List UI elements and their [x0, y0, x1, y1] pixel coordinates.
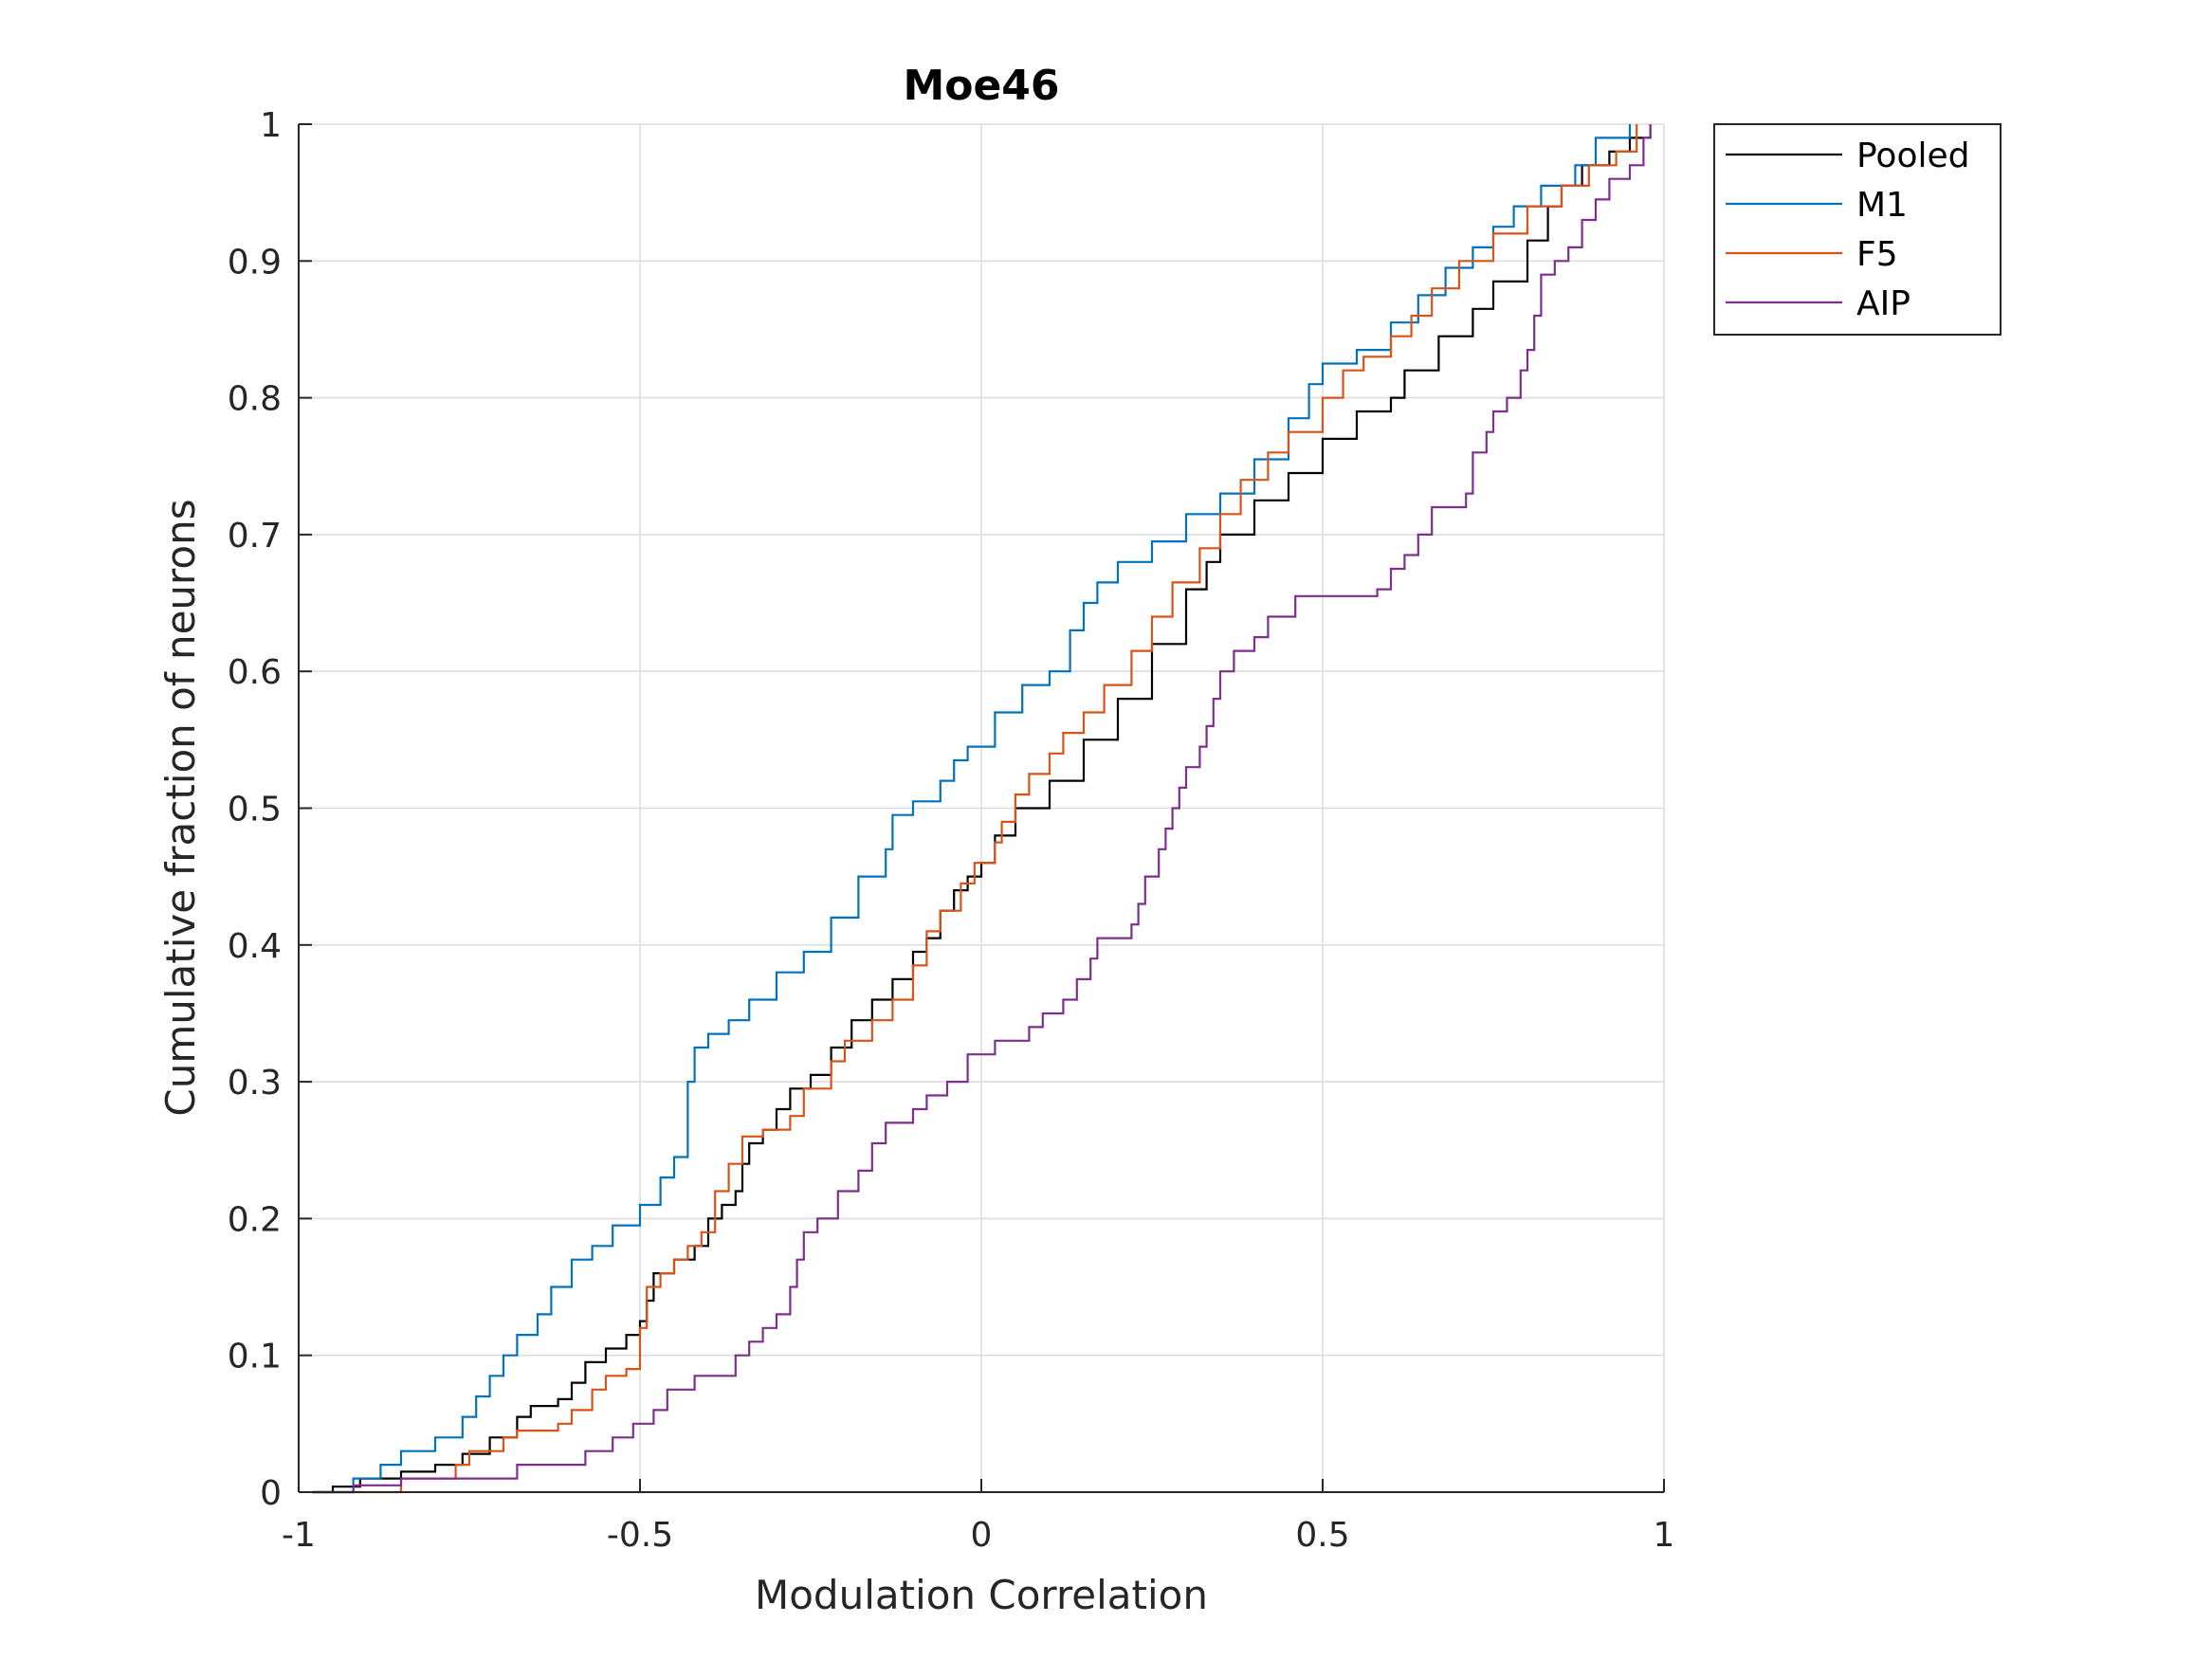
- x-tick-label: 0: [971, 1516, 993, 1555]
- y-tick-label: 0.2: [228, 1200, 282, 1239]
- chart-title: Moe46: [903, 62, 1059, 110]
- x-tick-label: -1: [282, 1516, 316, 1555]
- legend-label-pooled: Pooled: [1856, 137, 1969, 175]
- grid-lines: [298, 123, 1665, 1493]
- y-tick-label: 0: [260, 1474, 282, 1513]
- y-tick-label: 0.4: [228, 927, 282, 966]
- series-line-aip: [312, 124, 1652, 1494]
- x-tick-labels: -1 -0.5 0 0.5 1: [282, 1479, 1674, 1555]
- legend-entries: Pooled M1 F5 AIP: [1726, 137, 1969, 323]
- x-axis-label: Modulation Correlation: [755, 1572, 1208, 1618]
- series-line-f5: [312, 124, 1638, 1494]
- x-tick-label: 1: [1654, 1516, 1675, 1555]
- y-axis-label: Cumulative fraction of neurons: [157, 499, 204, 1116]
- x-tick-label: 0.5: [1295, 1516, 1349, 1555]
- legend-label-f5: F5: [1856, 235, 1898, 274]
- y-tick-label: 0.1: [228, 1338, 282, 1376]
- y-tick-label: 0.8: [228, 380, 282, 419]
- y-tick-label: 0.9: [228, 243, 282, 282]
- y-tick-label: 0.3: [228, 1064, 282, 1103]
- y-tick-label: 0.6: [228, 653, 282, 692]
- series-line-pooled: [312, 124, 1652, 1494]
- y-tick-label: 0.7: [228, 517, 282, 556]
- legend-box: [1713, 123, 2002, 336]
- x-tick-label: -0.5: [607, 1516, 673, 1555]
- legend-label-m1: M1: [1856, 186, 1908, 225]
- legend-label-aip: AIP: [1856, 284, 1910, 323]
- legend: Pooled M1 F5 AIP: [1713, 123, 2002, 336]
- y-tick-label: 1: [260, 106, 282, 145]
- y-tick-label: 0.5: [228, 791, 282, 830]
- series-group: [312, 124, 1652, 1494]
- y-tick-labels: 0 0.1 0.2 0.3 0.4 0.5 0.6 0.7 0.8 0.9 1: [228, 106, 312, 1513]
